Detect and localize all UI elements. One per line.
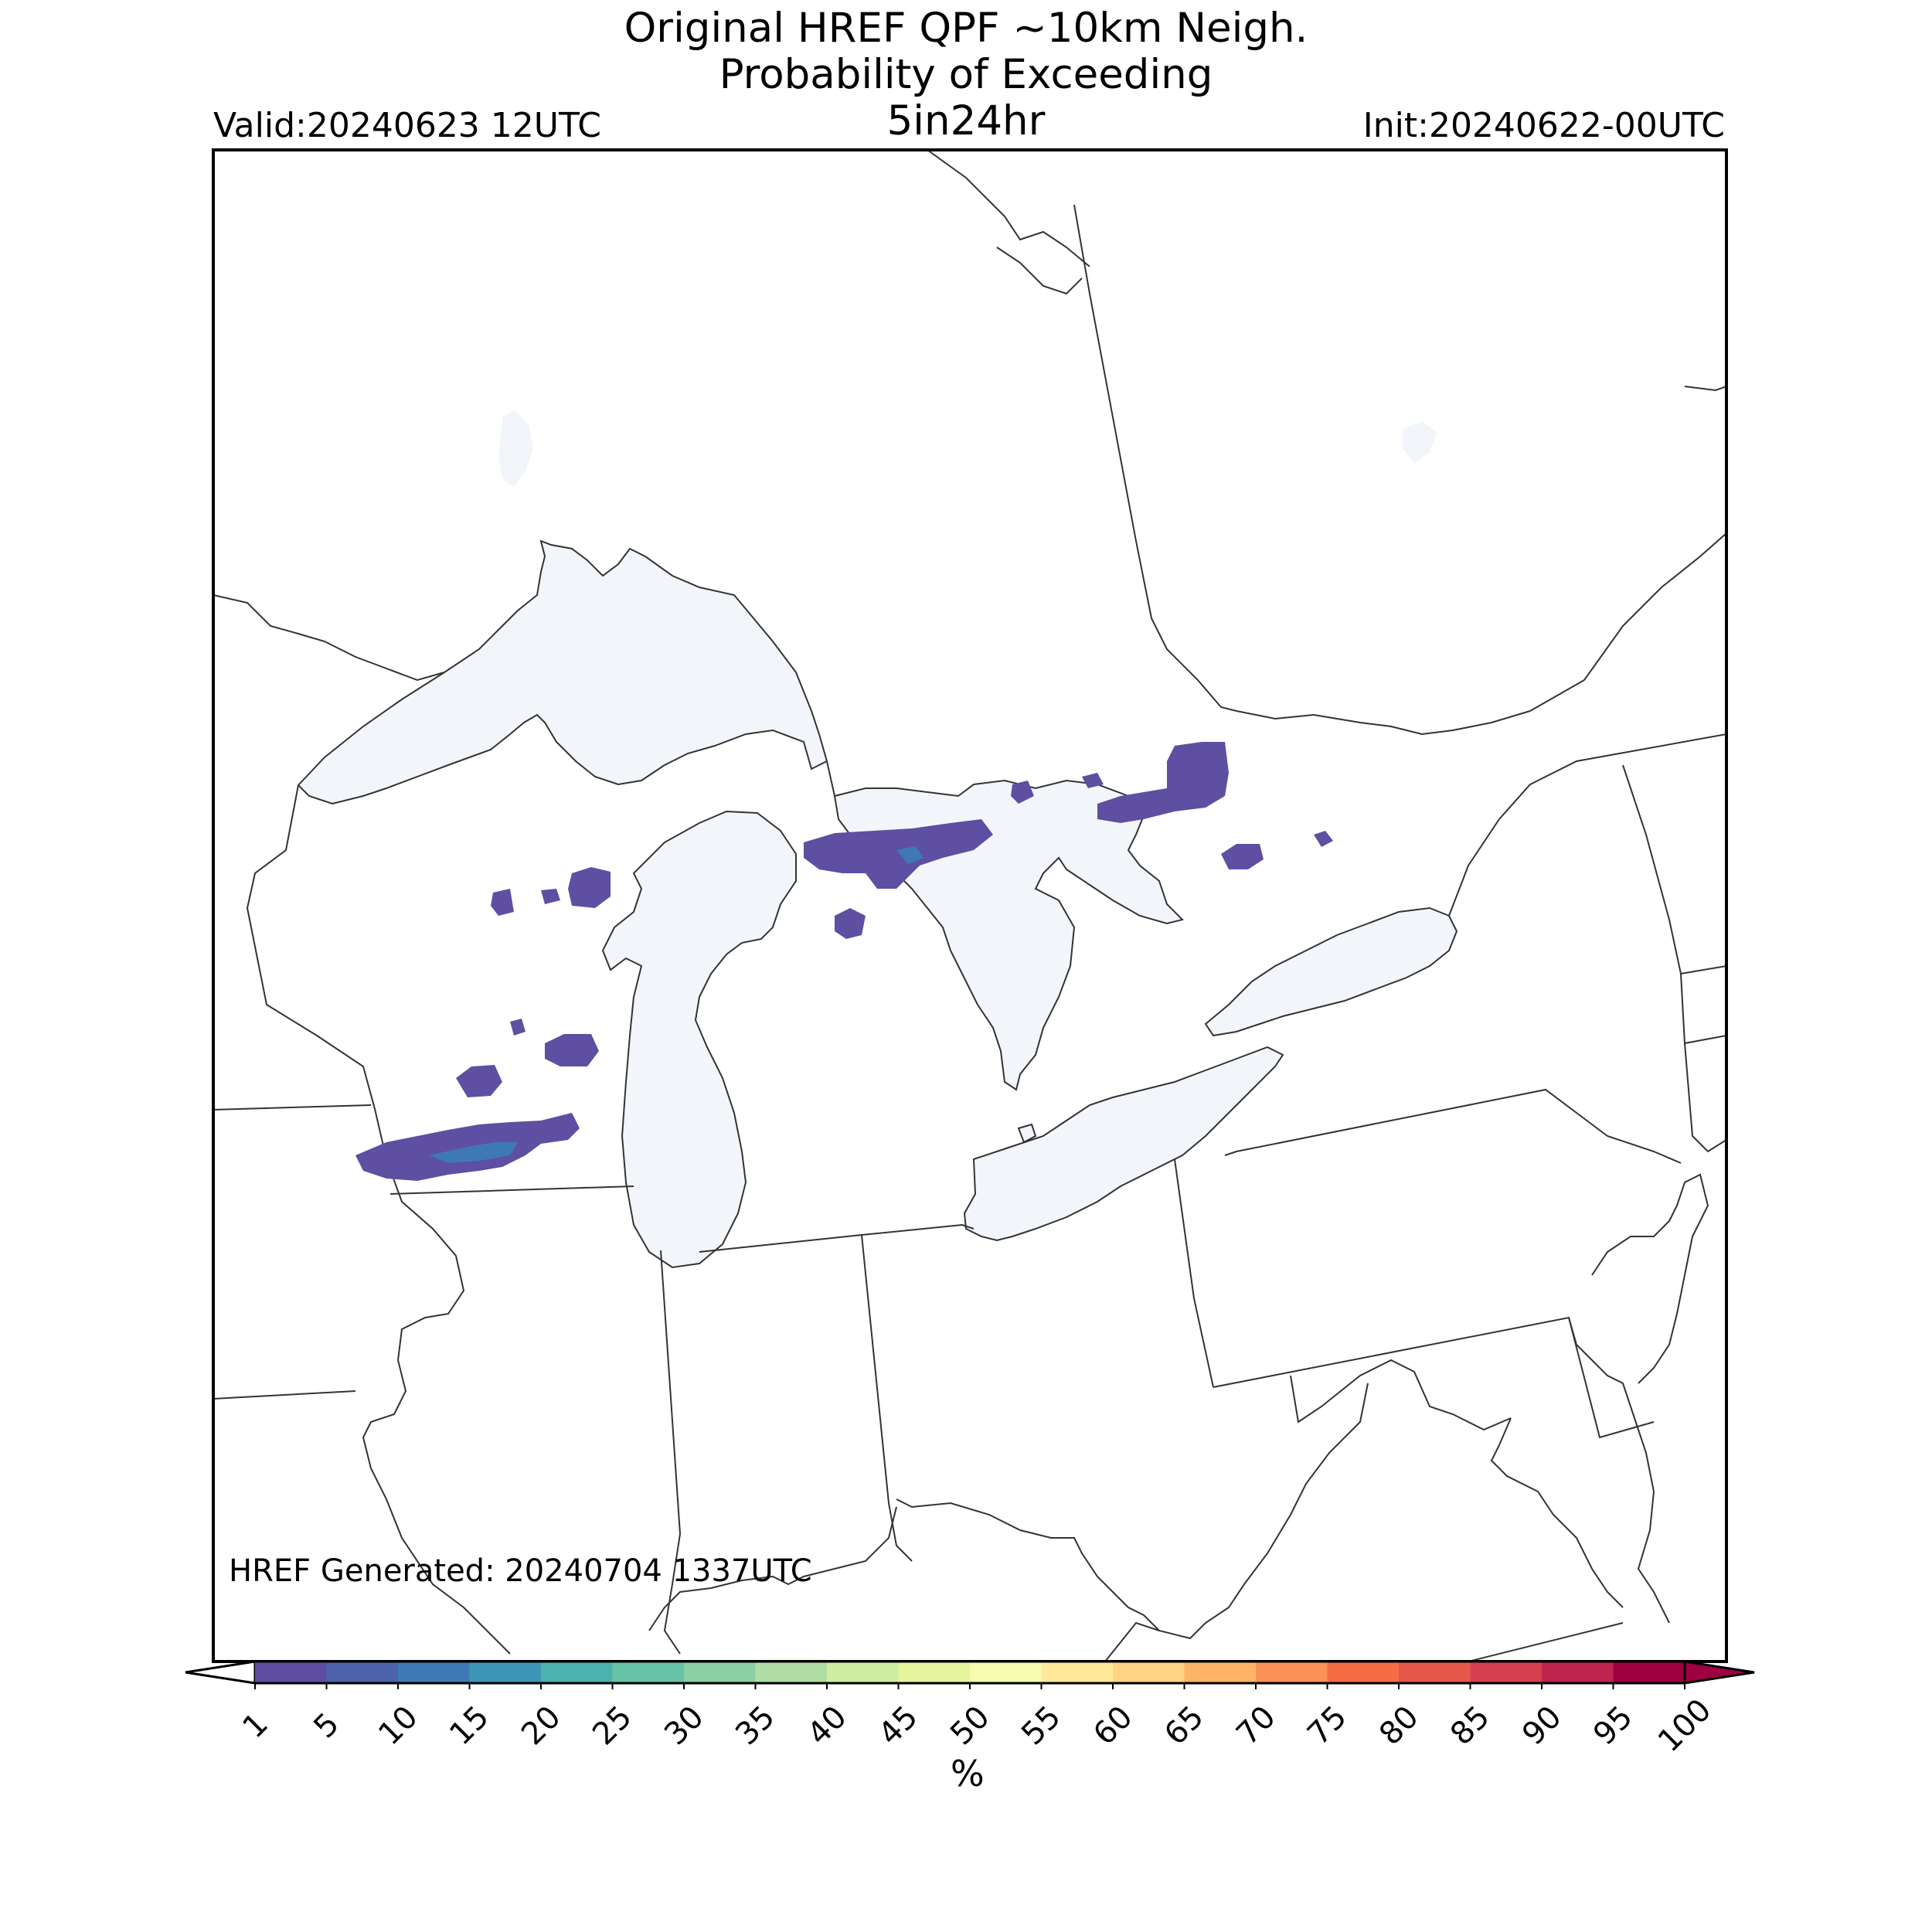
prob-area-wisconsin-north-3 [491,889,514,916]
indiana-ohio-border [699,1233,913,1562]
lake-nipigon [498,410,533,487]
colorbar-segment [612,1662,685,1683]
lake-erie [963,1046,1284,1242]
colorbar-segment [398,1662,470,1683]
quebec-ontario-border [1073,204,1237,712]
colorbar-segment [684,1662,756,1683]
minnesota-wisconsin-border [246,784,511,1655]
prob-area-ontario-3 [1011,781,1034,804]
colorbar-under-triangle [185,1660,257,1685]
colorbar-segment [1542,1662,1614,1683]
colorbar [185,1660,1755,1689]
colorbar-segment [255,1662,327,1683]
colorbar-segment [755,1662,828,1683]
kentucky-border [648,1506,1160,1662]
illinois-indiana-border [660,1250,682,1655]
pennsylvania-south-border [1213,1316,1655,1439]
title-line2: Probability of Exceeding [719,51,1213,98]
prob-area-wisconsin-2 [545,1034,599,1066]
prob-area-wisconsin-3 [510,1019,526,1036]
colorbar-segment [970,1662,1042,1683]
colorbar-segment [1470,1662,1543,1683]
colorbar-segment [827,1662,899,1683]
international-st-lawrence [1448,733,1726,917]
prob-area-upper-michigan [804,819,993,889]
pennsylvania-ny-border [1224,1088,1682,1164]
ohio-pennsylvania-border [1174,1158,1214,1388]
prob-area-wisconsin-1 [456,1065,502,1097]
init-time: Init:20240622-00UTC [1362,106,1725,145]
prob-area-ontario-4 [1221,844,1264,869]
colorbar-segment [541,1662,613,1683]
prob-area-upper-michigan-2 [835,908,866,939]
prob-area-ontario-5 [1314,831,1333,847]
ontario-quebec-north [927,150,1726,392]
prob-area-ontario-2 [1082,773,1104,788]
lake-st-clair [1017,1123,1037,1144]
colorbar-segment [1184,1662,1257,1683]
colorbar-segment [1327,1662,1400,1683]
valid-time: Valid:20240623 12UTC [213,106,602,145]
prob-area-wisconsin-north-2 [541,889,560,904]
colorbar-segment [326,1662,399,1683]
maryland-virginia-coast [1468,1317,1670,1662]
generated-timestamp: HREF Generated: 20240704 1337UTC [229,1553,812,1589]
prob-area-ontario-1 [1097,742,1229,823]
lake-superior [297,539,828,805]
colorbar-segment [1256,1662,1328,1683]
colorbar-segment [1399,1662,1471,1683]
title-line3: 5in24hr [886,97,1046,145]
lake-ontario [1204,906,1458,1037]
lake-michigan [601,810,797,1269]
delaware-bay-coast [1591,1173,1709,1384]
colorbar-segment [1041,1662,1114,1683]
prob-area-upper-michigan-core [896,846,923,864]
lake-nipissing [1403,421,1437,464]
colorbar-segment [1113,1662,1185,1683]
prob-area-wisconsin-north-1 [568,867,611,908]
colorbar-segment [898,1662,971,1683]
colorbar-label: % [951,1753,985,1794]
title-line1: Original HREF QPF ~10km Neigh. [624,5,1308,52]
prob-area-iowa-core [429,1142,518,1163]
iowa-border [213,1104,634,1400]
colorbar-segment [469,1662,542,1683]
prob-area-iowa-wisconsin [355,1113,580,1181]
colorbar-segment [1613,1662,1685,1683]
colorbar-over-triangle [1683,1660,1755,1685]
west-virginia-border [896,1359,1512,1640]
ny-east-border [1622,764,1726,1153]
michigan-indiana-ohio-line [861,1223,975,1236]
